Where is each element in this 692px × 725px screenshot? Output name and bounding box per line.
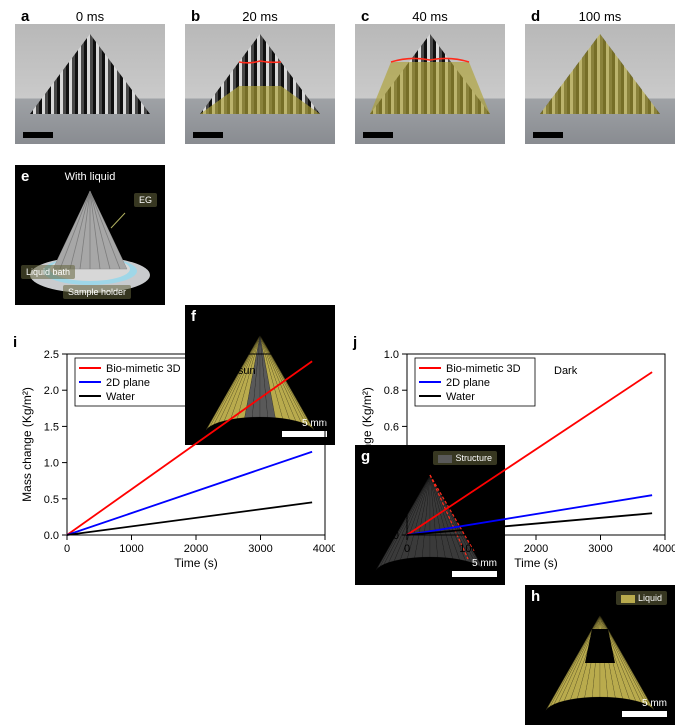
svg-text:2000: 2000 [184,543,208,555]
svg-text:Water: Water [446,391,475,403]
svg-text:1000: 1000 [119,543,143,555]
svg-text:2D plane: 2D plane [106,377,150,389]
scale-bar [533,132,563,138]
svg-text:Time (s): Time (s) [174,556,218,570]
panel-a-time: 0 ms [15,5,165,24]
panel-e: e With liquid EG Liquid bath Sample hold… [15,165,165,305]
svg-text:Dark: Dark [554,365,578,377]
svg-text:0.6: 0.6 [384,421,399,433]
panel-b-label: b [191,8,200,25]
panel-e-title: With liquid [65,171,116,183]
panel-i-label: i [13,334,17,351]
svg-text:2.0: 2.0 [44,385,59,397]
chart-dark: 0 1000 2000 3000 4000 0.0 0.2 0.4 0.6 0.8 1.0 Time … [355,340,675,570]
svg-text:4000: 4000 [313,543,335,555]
panel-c-time: 40 ms [355,5,505,24]
svg-text:Bio-mimetic 3D: Bio-mimetic 3D [106,363,181,375]
svg-text:1.0: 1.0 [44,458,59,470]
chart-one-sun: 0 1000 2000 3000 4000 0.0 0.5 1.0 1.5 2.0 2.5 Time … [15,340,335,570]
svg-text:1.5: 1.5 [44,421,59,433]
panel-c: c 40 ms [355,5,505,145]
svg-text:0.0: 0.0 [384,530,399,542]
panel-h-label: h [531,588,540,605]
panel-b-time: 20 ms [185,5,335,24]
svg-text:0.4: 0.4 [384,458,399,470]
svg-text:Time (s): Time (s) [514,556,558,570]
svg-text:2D plane: 2D plane [446,377,490,389]
panel-d: d 100 ms [525,5,675,145]
panel-a: a 0 ms [15,5,165,145]
panel-d-time: 100 ms [525,5,675,24]
cone-photo [185,24,335,144]
svg-text:3000: 3000 [248,543,272,555]
scale-bar [622,711,667,717]
panel-e-label: e [21,168,29,185]
panel-g-label: g [361,448,370,465]
svg-text:2.5: 2.5 [44,349,59,361]
svg-text:Water: Water [106,391,135,403]
cone-photo [15,24,165,144]
svg-text:Bio-mimetic 3D: Bio-mimetic 3D [446,363,521,375]
svg-text:Mass change (Kg/m²): Mass change (Kg/m²) [360,387,374,502]
panel-h: h Liquid 5 mm [525,585,675,725]
svg-text:0.2: 0.2 [384,494,399,506]
panel-a-label: a [21,8,29,25]
cone-photo [525,24,675,144]
panel-j-label: j [353,334,357,351]
panel-d-label: d [531,8,540,25]
svg-text:0.8: 0.8 [384,385,399,397]
svg-text:One sun: One sun [214,365,256,377]
scale-text: 5 mm [642,698,667,709]
cone-photo [355,24,505,144]
svg-text:Mass change (Kg/m²): Mass change (Kg/m²) [20,387,34,502]
panel-j: j 010002000300040000.00.20.40.60.81.0Tim… [355,340,675,570]
legend-liquid-bath: Liquid bath [21,265,75,279]
legend-sample-holder: Sample holder [63,285,131,299]
panel-b: b 20 ms [185,5,335,145]
panel-c-label: c [361,8,369,25]
svg-text:0.0: 0.0 [44,530,59,542]
svg-text:0.5: 0.5 [44,494,59,506]
svg-text:4000: 4000 [653,543,675,555]
scale-bar [193,132,223,138]
panel-i: i 010002000300040000.00.51.01.52.02.5Tim… [15,340,335,570]
svg-text:1000: 1000 [459,543,483,555]
legend-eg: EG [134,193,157,207]
svg-text:2000: 2000 [524,543,548,555]
scale-bar [23,132,53,138]
scale-bar [452,571,497,577]
svg-text:1.0: 1.0 [384,349,399,361]
panel-f-label: f [191,308,196,325]
scale-bar [363,132,393,138]
svg-text:0: 0 [404,543,410,555]
svg-text:0: 0 [64,543,70,555]
svg-text:3000: 3000 [588,543,612,555]
